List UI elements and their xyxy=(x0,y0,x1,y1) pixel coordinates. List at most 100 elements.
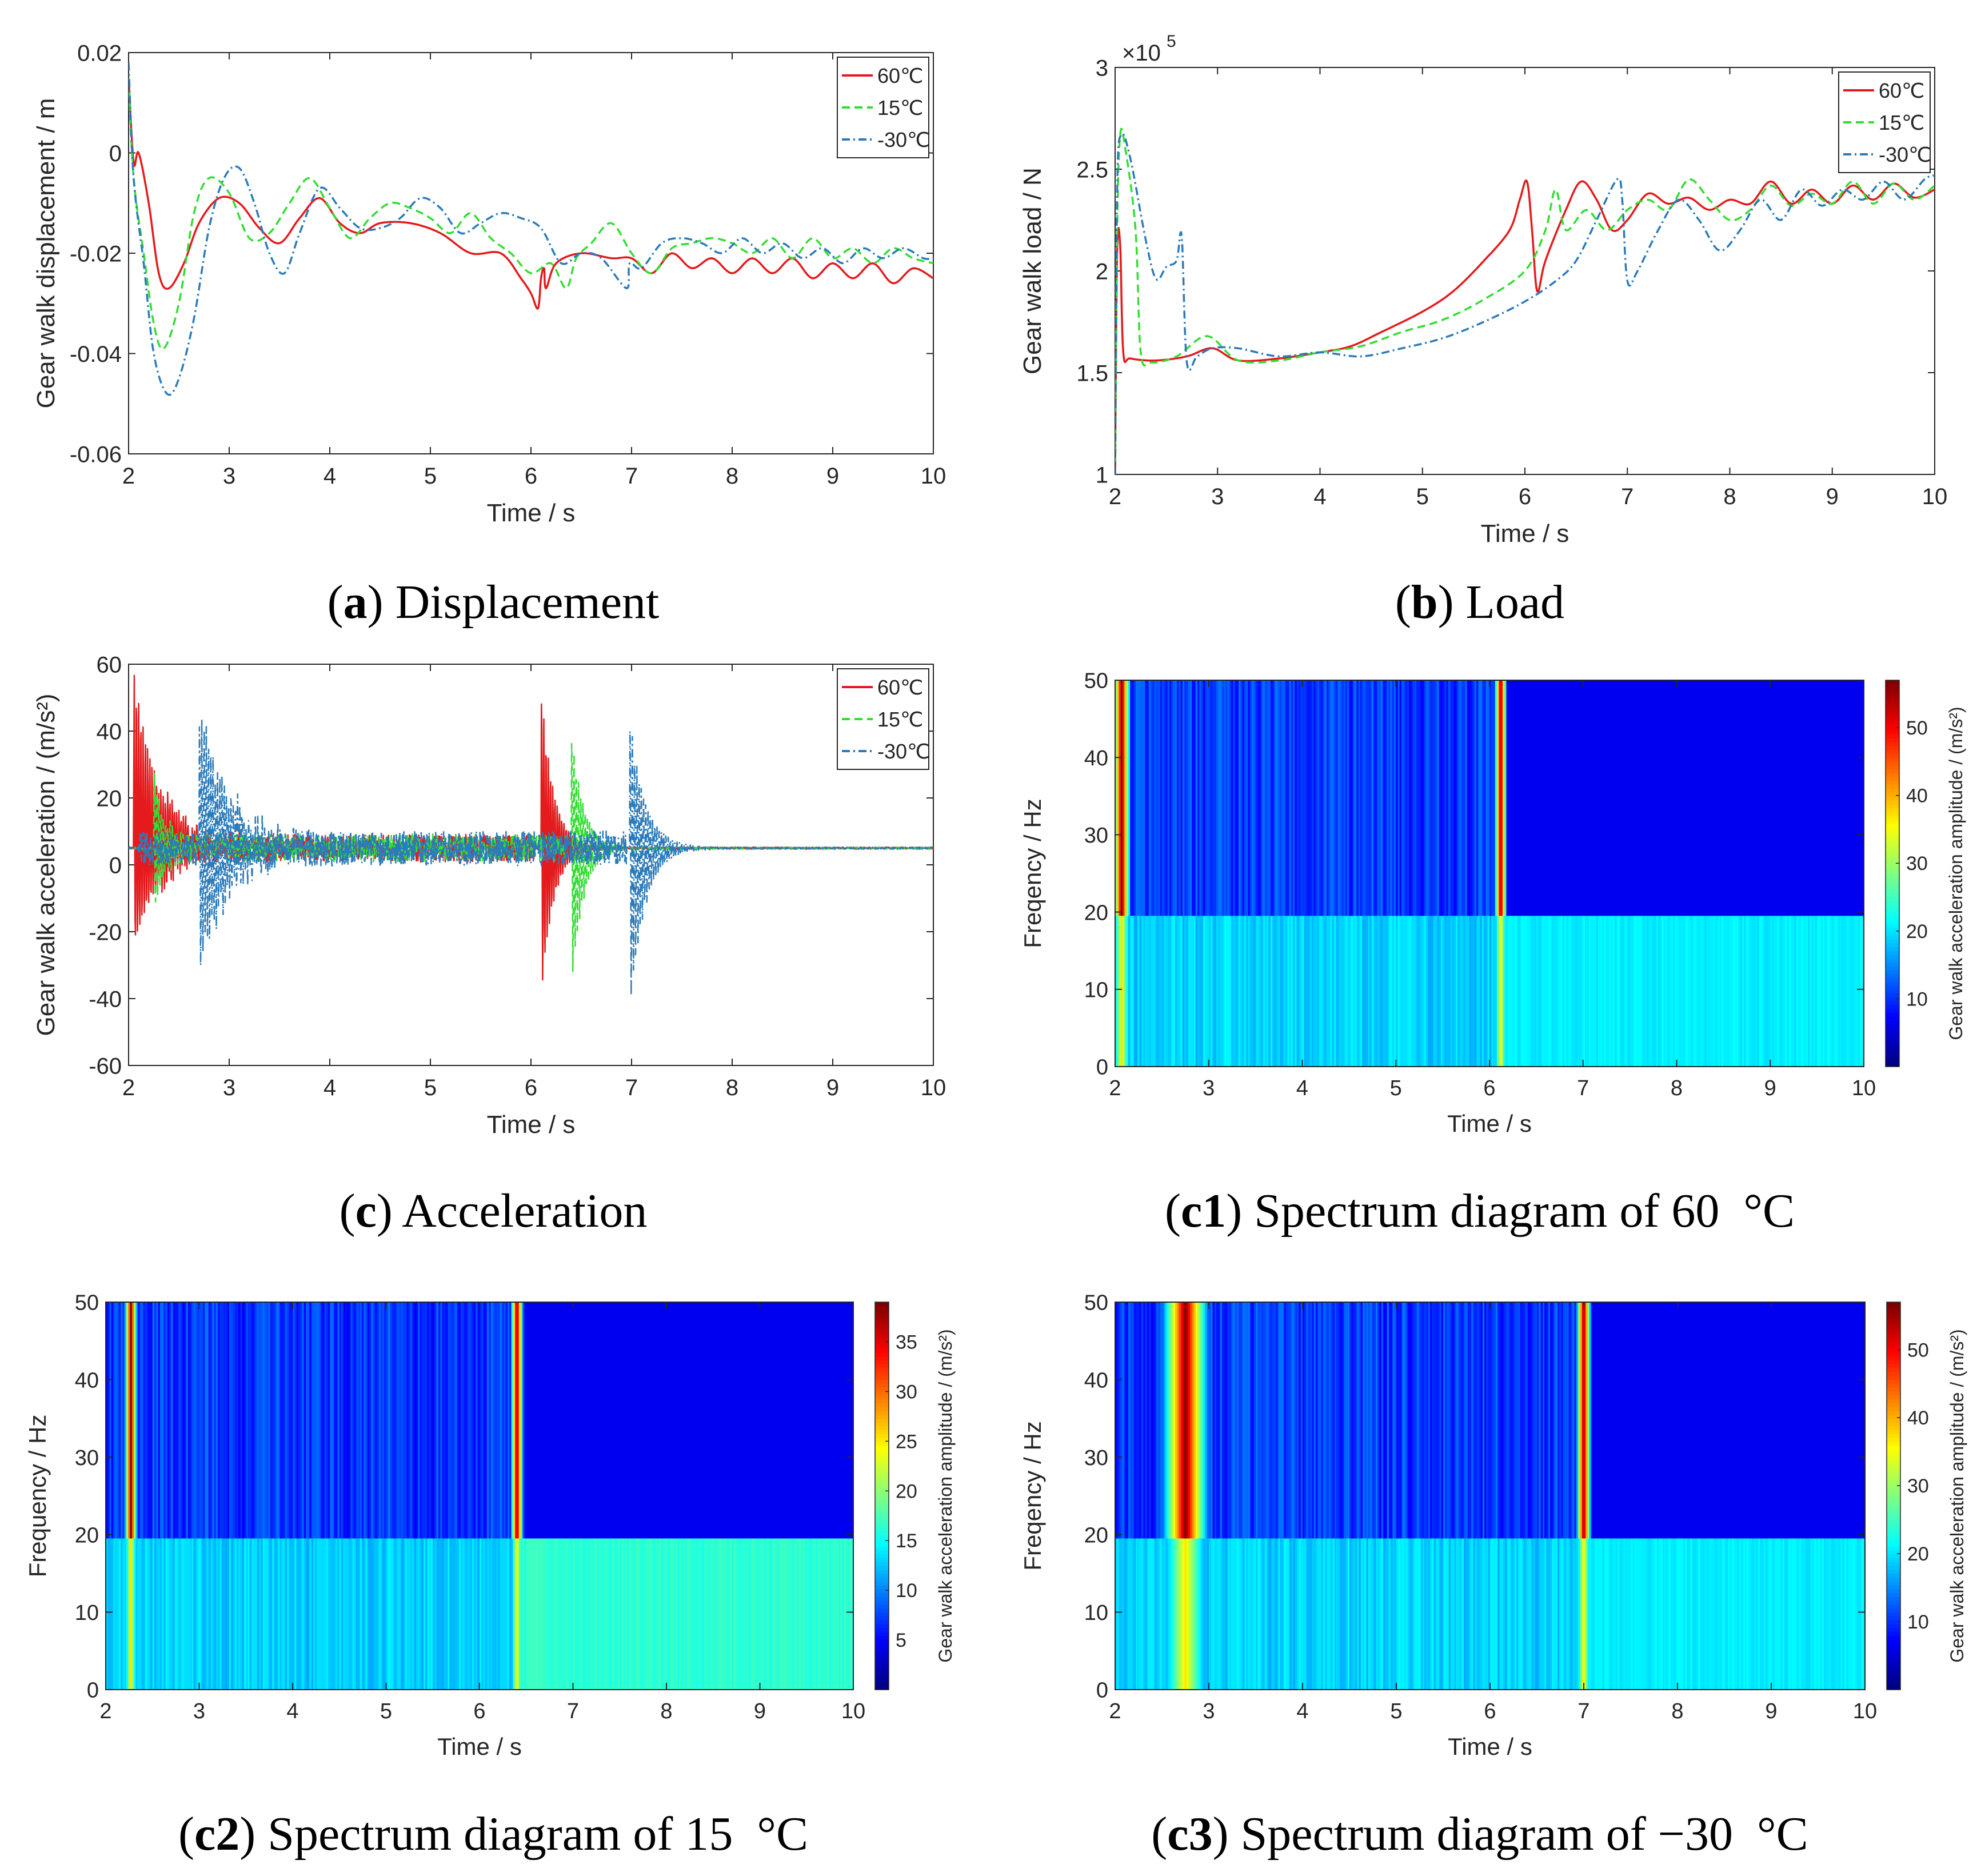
c1-cell-high xyxy=(1600,680,1603,916)
c2-cell-high xyxy=(681,1302,684,1539)
c1-cell-high xyxy=(1759,680,1762,916)
c2-cell-high xyxy=(382,1302,385,1539)
c1-cell-high xyxy=(1540,680,1543,916)
c3-cell-high xyxy=(1490,1302,1493,1539)
c1-cell-low xyxy=(1785,916,1788,1067)
c2-cell-high xyxy=(440,1302,443,1539)
c3-cell-high xyxy=(1209,1302,1212,1539)
c1-cell-low xyxy=(1676,916,1679,1067)
c3-cell-low xyxy=(1252,1538,1255,1690)
c1-cell-low xyxy=(1628,916,1631,1067)
c1-cell-low xyxy=(1487,916,1490,1067)
c1-colorbar-band xyxy=(1886,707,1899,712)
c2-cell-high xyxy=(640,1302,643,1539)
c1-cell-high xyxy=(1330,680,1333,916)
chart-a: 2 3 4 5 6 7 8 9 10 -0.06 -0.04 -0.02 0 0.02 Time / s Ge… xyxy=(0,0,987,572)
c2-cell-high xyxy=(275,1302,278,1539)
c2-colorbar-band xyxy=(875,1395,889,1400)
c3-colorbar-band xyxy=(1887,1333,1900,1338)
c1-cell-low xyxy=(1304,916,1307,1067)
c3-cell-low xyxy=(1760,1538,1763,1690)
c2-cell-low xyxy=(305,1538,308,1690)
c1-cell-low xyxy=(1802,916,1804,1067)
c3-cell-low xyxy=(1484,1538,1487,1690)
c1-cell-high xyxy=(1415,680,1417,916)
c1-cell-low xyxy=(1457,916,1460,1067)
c3-cell-low xyxy=(1508,1538,1511,1690)
c1-cell-high xyxy=(1594,680,1597,916)
c3-cell-low xyxy=(1381,1538,1384,1690)
c3-cell-high xyxy=(1183,1302,1185,1539)
c3-cell-high xyxy=(1379,1302,1382,1539)
c3-cell-high xyxy=(1674,1302,1676,1539)
c3-cell-low xyxy=(1221,1538,1225,1690)
c2-colorbar-band xyxy=(875,1658,889,1663)
c3-cell-high xyxy=(1707,1302,1710,1539)
c1-cell-low xyxy=(1298,916,1301,1067)
c2-cell-low xyxy=(718,1538,721,1690)
c1-cell-high xyxy=(1158,680,1161,916)
c3-cell-high xyxy=(1863,1302,1866,1539)
c1-cell-low xyxy=(1415,916,1417,1067)
c2-cell-high xyxy=(780,1302,783,1539)
c1-cell-high xyxy=(1541,680,1544,916)
c3-cell-low xyxy=(1205,1538,1208,1690)
c2-cell-high xyxy=(608,1302,611,1539)
c1-cell-low xyxy=(1817,916,1820,1067)
c1-cell-low xyxy=(1456,916,1459,1067)
c1-cell-low xyxy=(1807,916,1810,1067)
c2-cell-high xyxy=(434,1302,437,1539)
c1-cell-low xyxy=(1358,916,1361,1067)
c1-cell-low xyxy=(1158,916,1161,1067)
c3-colorbar-band xyxy=(1887,1442,1900,1446)
c3-cell-high xyxy=(1521,1302,1524,1539)
c3-cell-low xyxy=(1848,1538,1851,1690)
c3-cell-low xyxy=(1643,1538,1647,1690)
c3-cell-low xyxy=(1212,1538,1215,1690)
c3-cell-high xyxy=(1829,1302,1832,1539)
c1-cell-low xyxy=(1379,916,1381,1067)
c1-cell-high xyxy=(1358,680,1361,916)
c-ylabel: Gear walk acceleration / (m/s²) xyxy=(32,693,60,1036)
c1-cell-high xyxy=(1459,680,1462,916)
c3-cell-low xyxy=(1520,1538,1523,1690)
c2-cell-low xyxy=(761,1538,764,1690)
c2-cell-low xyxy=(468,1538,471,1690)
c3-cell-low xyxy=(1267,1538,1269,1690)
c3-cell-low xyxy=(1827,1538,1830,1690)
b-xtick-label: 6 xyxy=(1519,484,1531,509)
c3-cell-high xyxy=(1124,1302,1127,1539)
c1-cell-high xyxy=(1177,680,1180,916)
c3-cell-high xyxy=(1651,1302,1654,1539)
c1-cell-high xyxy=(1605,680,1608,916)
c2-cell-low xyxy=(752,1538,755,1690)
c2-cell-low xyxy=(341,1538,344,1690)
c1-cell-low xyxy=(1337,916,1340,1067)
c2-cell-low xyxy=(717,1538,720,1690)
c1-cell-low xyxy=(1287,916,1290,1067)
c1-cell-low xyxy=(1697,916,1700,1067)
c2-cell-low xyxy=(528,1538,531,1690)
c3-cell-low xyxy=(1542,1538,1545,1690)
c2-cell-high xyxy=(589,1302,592,1539)
c3-cell-high xyxy=(1225,1302,1228,1539)
c2-colorbar-band xyxy=(875,1592,889,1597)
c2-cell-low xyxy=(349,1538,352,1690)
c2-cell-low xyxy=(502,1538,505,1690)
c3-cell-high xyxy=(1451,1302,1453,1539)
c1-cell-low xyxy=(1412,916,1415,1067)
c1-cell-high xyxy=(1806,680,1808,916)
c1-cell-low xyxy=(1729,916,1732,1067)
c3-cell-low xyxy=(1492,1538,1495,1690)
c1-cell-low xyxy=(1650,916,1653,1067)
c1-cell-low xyxy=(1207,916,1209,1067)
c1-cell-high xyxy=(1620,680,1623,916)
c2-cell-high xyxy=(436,1302,439,1539)
c3-cell-low xyxy=(1396,1538,1399,1690)
c1-cell-low xyxy=(1688,916,1691,1067)
c2-cell-low xyxy=(836,1538,839,1690)
c1-cell-low xyxy=(1543,916,1547,1067)
c3-cell-low xyxy=(1801,1538,1804,1690)
c1-cell-high xyxy=(1751,680,1754,916)
c3-cell-high xyxy=(1192,1302,1195,1539)
